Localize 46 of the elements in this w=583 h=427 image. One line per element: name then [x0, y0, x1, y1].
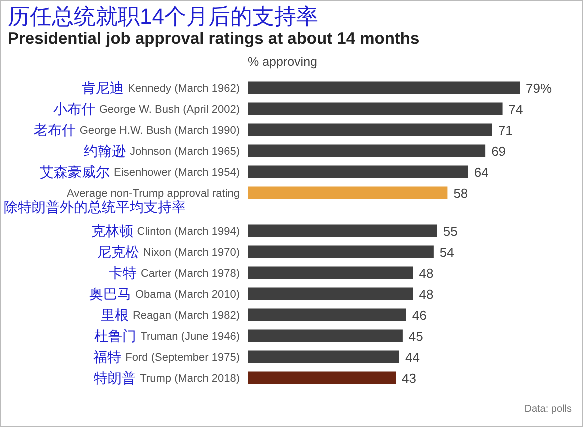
data-label: 58 [454, 186, 468, 201]
data-label: 45 [408, 329, 424, 344]
y-tick-label: Obama (March 2010) [135, 289, 240, 301]
data-label: 48 [419, 266, 434, 281]
text: 约翰逊 [84, 143, 126, 159]
text: 卡特 [108, 265, 137, 281]
y-tick-label: Truman (June 1946) [140, 331, 240, 343]
y-tick-label: Ford (September 1975) [126, 352, 240, 364]
y-tick-label: George H.W. Bush (March 1990) [80, 125, 240, 137]
y-tick-label: Johnson (March 1965) [130, 146, 240, 158]
text: 特朗普 [94, 370, 136, 386]
y-tick-label: Carter (March 1978) [140, 268, 240, 280]
y-tick-label: Kennedy (March 1962) [128, 83, 240, 95]
data-label: 71 [498, 123, 513, 138]
y-tick-label: George W. Bush (April 2002) [99, 104, 240, 116]
text: 肯尼迪 [82, 80, 124, 96]
text: Data: polls [524, 404, 572, 415]
data-label: 43 [402, 371, 417, 386]
text: 艾森豪威尔 [40, 164, 110, 180]
data-label: 46 [412, 308, 427, 323]
data-label: 74 [508, 102, 524, 117]
text: 杜鲁门 [94, 328, 137, 344]
data-label: 44 [405, 350, 420, 365]
text: 里根 [100, 307, 129, 323]
chart-title: 历任总统就职14个月后的支持率 [8, 4, 318, 29]
data-label: 79% [526, 81, 552, 96]
text: 小布什 [53, 101, 96, 117]
data-label: 54 [440, 245, 454, 260]
y-tick-label: Clinton (March 1994) [137, 226, 240, 238]
y-tick-label: Eisenhower (March 1954) [114, 167, 240, 179]
text: 尼克松 [97, 244, 140, 260]
y-tick-label: Nixon (March 1970) [143, 247, 240, 259]
text: 除特朗普外的总统平均支持率 [4, 199, 186, 215]
x-axis-title: % approving [248, 55, 318, 69]
data-label: 48 [419, 287, 434, 302]
y-tick-label: Trump (March 2018) [140, 373, 240, 385]
y-tick-label: Reagan (March 1982) [132, 310, 240, 322]
data-label: 55 [443, 224, 458, 239]
text: 老布什 [34, 122, 76, 138]
text: 克林顿 [91, 223, 134, 239]
y-tick-label: Average non-Trump approval rating [66, 188, 240, 200]
text: 福特 [94, 349, 122, 365]
chart-subtitle: Presidential job approval ratings at about 14 months [8, 30, 420, 48]
data-label: 69 [492, 144, 506, 159]
text: 奥巴马 [89, 286, 132, 302]
data-label: 64 [474, 165, 489, 180]
